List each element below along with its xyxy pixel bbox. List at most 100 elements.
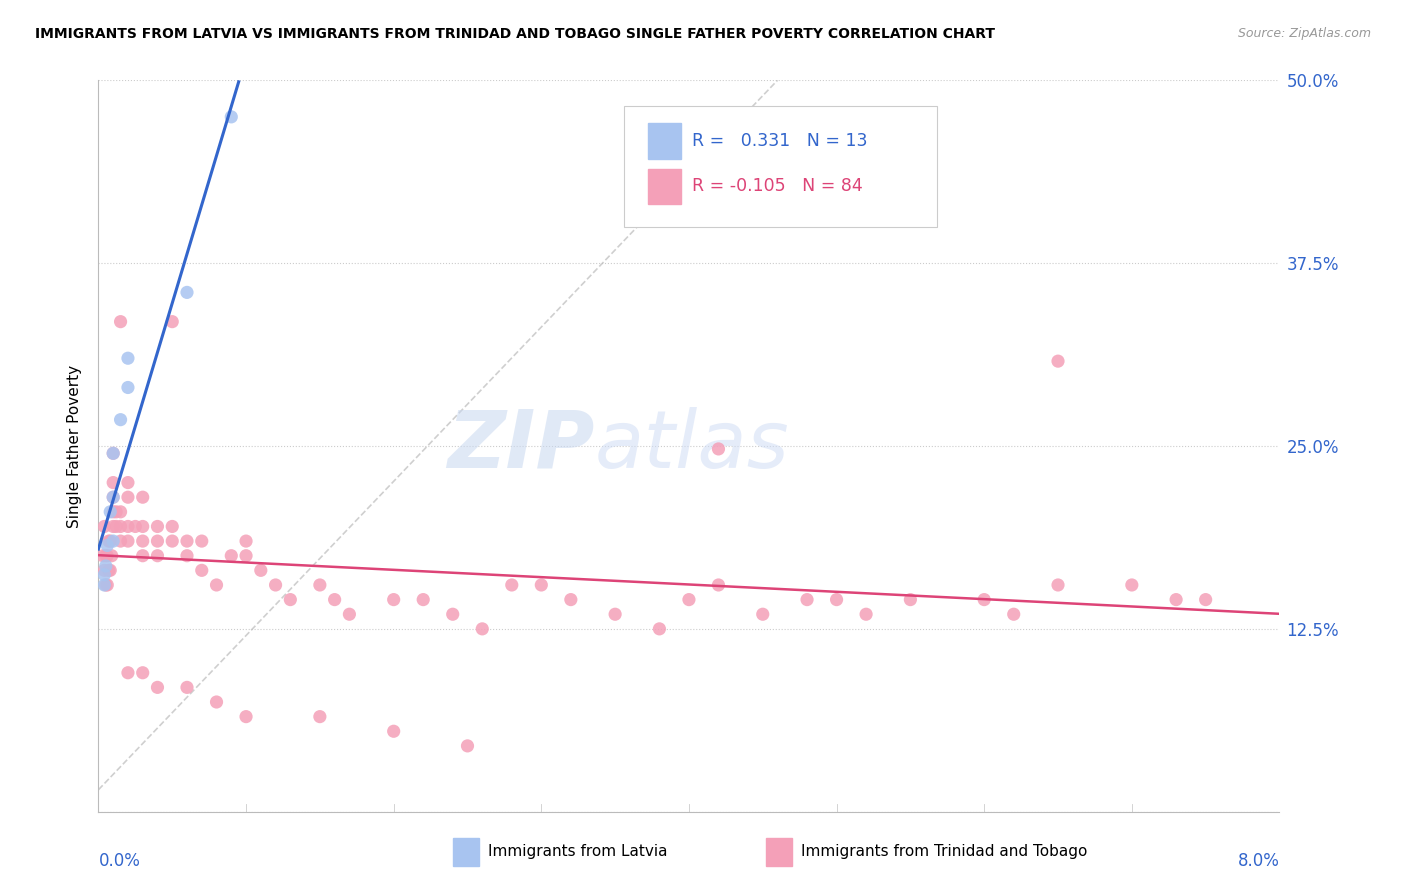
Point: [94, 558, 117, 573]
Point: [103, 534, 125, 549]
Text: Immigrants from Trinidad and Tobago: Immigrants from Trinidad and Tobago: [801, 845, 1087, 860]
Point: [678, 592, 700, 607]
Point: [441, 607, 464, 622]
Point: [382, 592, 405, 607]
Y-axis label: Single Father Poverty: Single Father Poverty: [67, 365, 83, 527]
Point: [191, 534, 214, 549]
Point: [93, 578, 115, 592]
Point: [752, 607, 775, 622]
Point: [105, 505, 128, 519]
Point: [97, 534, 120, 549]
Point: [110, 315, 132, 329]
Point: [124, 519, 146, 533]
Point: [97, 563, 120, 577]
Point: [100, 549, 122, 563]
Point: [309, 709, 332, 723]
Point: [132, 534, 155, 549]
Point: [105, 519, 128, 533]
Point: [146, 549, 169, 563]
Point: [132, 519, 155, 533]
Point: [117, 380, 139, 394]
Point: [707, 578, 730, 592]
Point: [382, 724, 405, 739]
Point: [132, 549, 155, 563]
Point: [176, 285, 198, 300]
Point: [1121, 578, 1143, 592]
Point: [117, 490, 139, 504]
Point: [146, 534, 169, 549]
Point: [117, 665, 139, 680]
Point: [235, 549, 257, 563]
Point: [205, 578, 228, 592]
Point: [98, 534, 121, 549]
Point: [205, 695, 228, 709]
Point: [825, 592, 848, 607]
Point: [221, 110, 243, 124]
Point: [103, 505, 125, 519]
Bar: [766, 838, 792, 866]
Point: [103, 446, 125, 460]
Point: [235, 534, 257, 549]
Point: [501, 578, 523, 592]
FancyBboxPatch shape: [624, 106, 936, 227]
Point: [1195, 592, 1218, 607]
Point: [176, 549, 198, 563]
Point: [103, 519, 125, 533]
Point: [457, 739, 479, 753]
Point: [1046, 578, 1070, 592]
Point: [98, 505, 121, 519]
Point: [117, 351, 139, 366]
Point: [191, 563, 214, 577]
Text: R =   0.331   N = 13: R = 0.331 N = 13: [693, 132, 868, 150]
Point: [93, 567, 115, 582]
Bar: [648, 169, 681, 204]
Point: [110, 412, 132, 426]
Point: [146, 519, 169, 533]
Point: [176, 534, 198, 549]
Point: [91, 549, 114, 563]
Point: [103, 446, 125, 460]
Point: [94, 549, 117, 563]
Point: [103, 490, 125, 504]
Point: [117, 519, 139, 533]
Point: [412, 592, 434, 607]
Point: [973, 592, 995, 607]
Point: [235, 709, 257, 723]
Point: [96, 539, 118, 553]
Point: [132, 490, 155, 504]
Point: [796, 592, 818, 607]
Text: 8.0%: 8.0%: [1237, 852, 1279, 870]
Point: [323, 592, 346, 607]
Point: [103, 490, 125, 504]
Point: [110, 534, 132, 549]
Point: [146, 681, 169, 695]
Point: [132, 665, 155, 680]
Point: [162, 315, 183, 329]
Text: ZIP: ZIP: [447, 407, 595, 485]
Point: [103, 475, 125, 490]
Bar: [453, 838, 478, 866]
Point: [1046, 354, 1070, 368]
Point: [560, 592, 582, 607]
Point: [530, 578, 553, 592]
Point: [309, 578, 332, 592]
Point: [648, 622, 671, 636]
Point: [93, 519, 115, 533]
Point: [96, 578, 118, 592]
Point: [93, 563, 115, 577]
Point: [264, 578, 287, 592]
Point: [96, 549, 118, 563]
Point: [250, 563, 273, 577]
Point: [221, 549, 243, 563]
Point: [339, 607, 361, 622]
Text: IMMIGRANTS FROM LATVIA VS IMMIGRANTS FROM TRINIDAD AND TOBAGO SINGLE FATHER POVE: IMMIGRANTS FROM LATVIA VS IMMIGRANTS FRO…: [35, 27, 995, 41]
Point: [94, 578, 117, 592]
Point: [1002, 607, 1025, 622]
Point: [1166, 592, 1188, 607]
Point: [98, 563, 121, 577]
Text: atlas: atlas: [595, 407, 789, 485]
Point: [110, 519, 132, 533]
Point: [605, 607, 627, 622]
Point: [855, 607, 877, 622]
Point: [900, 592, 922, 607]
